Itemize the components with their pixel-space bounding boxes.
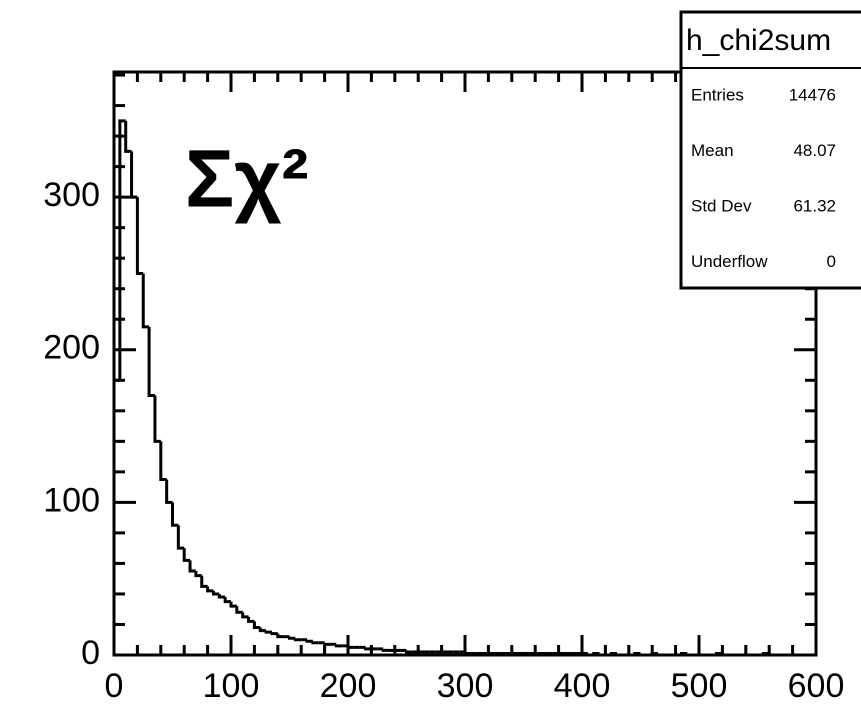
y-tick-label: 300	[43, 176, 100, 214]
histogram-bin	[656, 653, 664, 657]
histogram-bin	[381, 648, 389, 652]
histogram-bin	[586, 653, 594, 657]
stats-box: h_chi2sum Entries 14476 Mean 48.07 Std Dev 61…	[679, 10, 861, 290]
stat-name: Underflow	[691, 252, 768, 271]
histogram-bin	[334, 644, 343, 648]
histogram-bin	[761, 651, 770, 655]
stat-value: 14476	[789, 85, 836, 104]
histogram-bin	[288, 636, 296, 640]
histogram-bin	[598, 653, 606, 657]
histogram-bin	[188, 560, 196, 573]
annotation: Σχ²	[185, 134, 309, 225]
histogram-bin	[241, 612, 249, 619]
stat-name: Entries	[691, 85, 744, 104]
x-tick-label: 0	[105, 667, 124, 705]
x-tick-label: 200	[320, 667, 377, 705]
histogram-bin	[293, 638, 302, 642]
histogram-bin	[217, 593, 226, 599]
histogram-bin	[182, 548, 191, 562]
x-tick-label: 100	[203, 667, 260, 705]
histogram-bin	[141, 273, 150, 329]
y-tick-label: 0	[81, 634, 100, 672]
histogram-bin	[176, 525, 185, 550]
histogram-bin	[685, 653, 694, 657]
stat-name: Mean	[691, 141, 734, 160]
histogram-bin	[211, 590, 220, 596]
histogram-bin	[223, 597, 231, 604]
histogram-bin	[305, 639, 313, 643]
histogram-bin	[171, 502, 179, 527]
histogram-bin	[633, 651, 641, 655]
stat-name: Std Dev	[691, 196, 752, 215]
histogram-bin	[311, 641, 319, 645]
histogram-bin	[720, 653, 729, 657]
histogram-bin	[323, 642, 331, 646]
histogram-bin	[715, 651, 723, 655]
histogram-bin	[767, 653, 776, 657]
histogram-bin	[258, 627, 267, 633]
histogram-bin	[229, 601, 237, 608]
histogram-bin	[159, 441, 167, 481]
histogram-bin	[194, 571, 202, 578]
stats-title: h_chi2sum	[686, 24, 831, 57]
histogram-bin	[206, 586, 214, 593]
histogram-bin	[463, 651, 471, 655]
histogram-bin	[405, 650, 413, 654]
y-tick-label: 200	[43, 329, 100, 367]
histogram-bin	[609, 651, 618, 655]
histogram-bin	[364, 647, 372, 651]
histogram-bin	[650, 651, 659, 655]
histogram-bin	[270, 632, 278, 636]
x-tick-label: 500	[671, 667, 728, 705]
x-tick-label: 400	[554, 667, 611, 705]
histogram-bin	[147, 326, 155, 398]
histogram-bin	[153, 395, 161, 443]
histogram-bin	[346, 645, 354, 649]
x-tick-label: 300	[437, 667, 494, 705]
histogram-bin	[135, 197, 144, 275]
stat-value: 0	[827, 252, 836, 271]
x-tick-label: 600	[788, 667, 845, 705]
histogram-bin	[118, 119, 126, 381]
histogram-bin	[112, 378, 120, 655]
stat-value: 48.07	[793, 141, 836, 160]
histogram-bin	[276, 633, 284, 639]
stats-frame	[679, 10, 861, 290]
histogram-bin	[247, 616, 255, 623]
histogram-bin	[639, 653, 647, 657]
histogram-bin	[235, 606, 243, 614]
histogram-bin	[200, 575, 208, 588]
histogram-bin	[252, 621, 261, 630]
histogram-bin	[592, 651, 600, 655]
histogram-bin	[124, 120, 132, 153]
histogram-bin	[165, 479, 173, 504]
histogram-bin	[615, 653, 623, 657]
histogram-bin	[679, 651, 688, 655]
y-tick-label: 100	[43, 481, 100, 519]
histogram-bin	[130, 151, 138, 199]
histogram-bin	[264, 630, 272, 634]
stat-value: 61.32	[793, 196, 836, 215]
